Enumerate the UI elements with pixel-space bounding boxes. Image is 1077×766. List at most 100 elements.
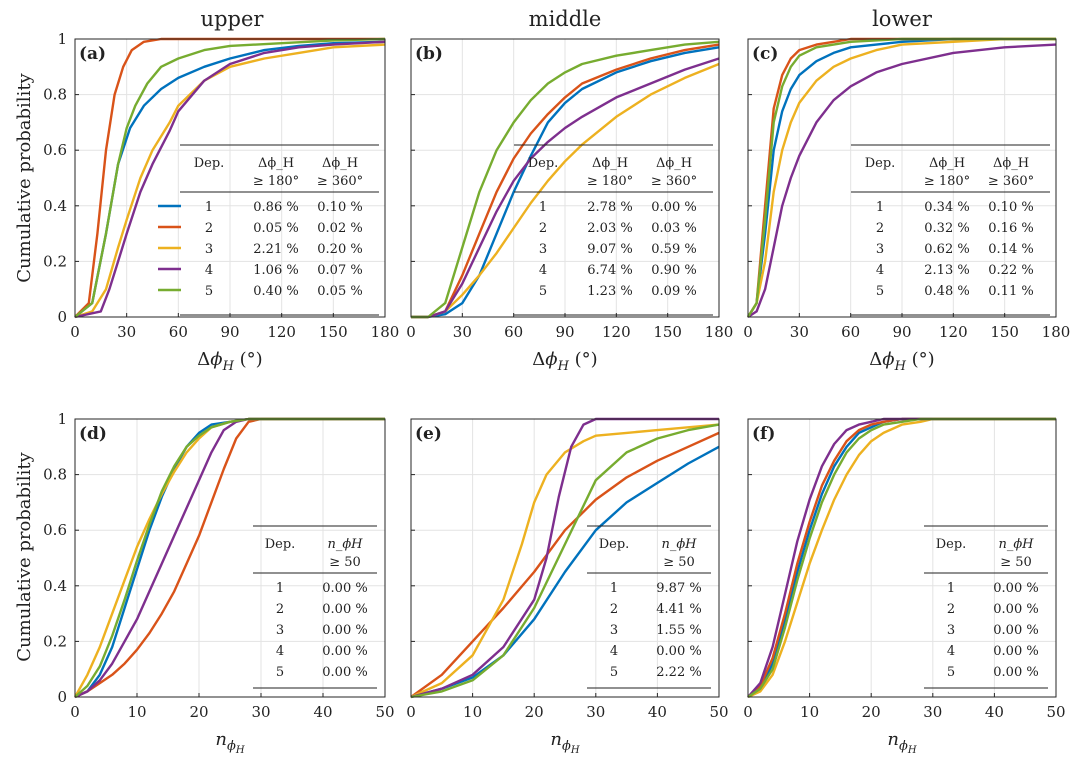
panel-e: 0 10 20 30 40 50 (e) nϕH Dep. n_ϕH ≥ 50 1 9.87 % 2 4.4… <box>406 417 729 756</box>
table-cell-dep: 1 <box>205 200 213 215</box>
table-cell-value: 0.00 % <box>993 665 1038 680</box>
data-table: Dep. n_ϕH ≥ 50 1 0.00 % 2 0.00 % 3 0.00 % 4 0.00 %… <box>253 525 377 689</box>
table-cell-value: 2.22 % <box>656 665 701 680</box>
y-axis-label-top: Cumulative probability <box>14 72 35 282</box>
table-cell-dep: 5 <box>610 665 618 680</box>
table-cell-value: 0.00 % <box>993 644 1038 659</box>
series-line-3 <box>74 43 386 319</box>
x-tick-label: 180 <box>705 323 734 341</box>
x-tick-label: 50 <box>1046 703 1065 721</box>
y-tick-label: 1 <box>57 410 67 428</box>
series-line-1 <box>411 46 720 319</box>
table-header-col1: Δϕ_H <box>929 156 965 171</box>
table-cell-value: 0.11 % <box>988 284 1033 299</box>
series-line-4 <box>74 417 385 699</box>
series-line-3 <box>746 37 1056 318</box>
y-tick-label: 0.8 <box>43 86 67 104</box>
table-cell-value: 0.59 % <box>651 242 696 257</box>
series-line-3 <box>410 423 720 699</box>
table-cell-dep: 5 <box>947 665 955 680</box>
table-cell-value: 0.07 % <box>317 263 362 278</box>
table-cell-value: 1.23 % <box>587 284 632 299</box>
table-header-col2: Δϕ_H <box>993 156 1029 171</box>
panel-a: 0 30 60 90 120 150 180 0 0.2 0.4 0.6 0.8 1 (a) ΔϕH (°)… <box>43 30 399 374</box>
table-cell-value: 0.00 % <box>993 581 1038 596</box>
table-cell-value: 9.87 % <box>656 581 701 596</box>
panel-c: 0 30 60 90 120 150 180 (c) ΔϕH (°) Dep. Δϕ_H ≥ 180°… <box>743 37 1071 374</box>
x-tick-label: 0 <box>70 323 80 341</box>
series-line-5 <box>74 417 385 698</box>
table-header-col1: Δϕ_H <box>592 156 628 171</box>
table-cell-value: 0.00 % <box>651 200 696 215</box>
x-tick-label: 30 <box>453 323 472 341</box>
y-tick-label: 1 <box>57 30 67 48</box>
table-cell-dep: 2 <box>610 602 618 617</box>
y-tick-label: 0.4 <box>43 577 67 595</box>
x-tick-label: 30 <box>586 703 605 721</box>
panel-d: 0 10 20 30 40 50 0 0.2 0.4 0.6 0.8 1 (d) nϕH Dep. n_ϕH ≥… <box>43 410 394 756</box>
table-cell-value: 0.00 % <box>656 644 701 659</box>
table-cell-value: 0.86 % <box>253 200 298 215</box>
x-tick-label: 90 <box>892 323 911 341</box>
x-tick-label: 150 <box>990 323 1019 341</box>
x-tick-label: 20 <box>189 703 208 721</box>
table-cell-value: 0.00 % <box>993 623 1038 638</box>
y-tick-label: 0.6 <box>43 141 67 159</box>
table-header-dep: Dep. <box>265 537 296 552</box>
table-cell-dep: 1 <box>610 581 618 596</box>
table-cell-value: 0.16 % <box>988 221 1033 236</box>
table-cell-dep: 3 <box>205 242 213 257</box>
x-tick-label: 10 <box>127 703 146 721</box>
table-header-dep: Dep. <box>528 156 559 171</box>
series-line-4 <box>747 43 1057 319</box>
x-tick-label: 50 <box>709 703 728 721</box>
table-cell-value: 0.32 % <box>924 221 969 236</box>
x-tick-label: 40 <box>985 703 1004 721</box>
panel-label: (c) <box>752 44 778 64</box>
data-table: Dep. Δϕ_H ≥ 180° Δϕ_H ≥ 360° 1 2.78 % 0.00 % 2 2.… <box>514 144 713 316</box>
panel-label: (f) <box>752 424 775 444</box>
y-tick-label: 0.8 <box>43 466 67 484</box>
data-table: Dep. n_ϕH ≥ 50 1 9.87 % 2 4.41 % 3 1.55 % 4 0.00 %… <box>587 525 711 689</box>
x-tick-label: 180 <box>1042 323 1071 341</box>
table-cell-dep: 2 <box>876 221 884 236</box>
x-tick-label: 120 <box>267 323 296 341</box>
table-cell-dep: 4 <box>205 263 213 278</box>
table-cell-dep: 3 <box>276 623 284 638</box>
column-title-middle: middle <box>529 7 602 31</box>
table-cell-dep: 1 <box>539 200 547 215</box>
x-tick-label: 20 <box>862 703 881 721</box>
x-axis-label: nϕH <box>215 729 244 756</box>
table-cell-value: 0.00 % <box>322 665 367 680</box>
data-table: Dep. n_ϕH ≥ 50 1 0.00 % 2 0.00 % 3 0.00 % 4 0.00 %… <box>924 525 1048 689</box>
table-cell-value: 0.90 % <box>651 263 696 278</box>
x-tick-label: 90 <box>555 323 574 341</box>
x-tick-label: 60 <box>841 323 860 341</box>
x-tick-label: 50 <box>375 703 394 721</box>
table-cell-dep: 1 <box>276 581 284 596</box>
table-cell-dep: 4 <box>876 263 884 278</box>
series-line-5 <box>411 40 720 319</box>
table-cell-dep: 5 <box>876 284 884 299</box>
table-cell-value: 6.74 % <box>587 263 632 278</box>
table-header-col1-threshold: ≥ 180° <box>253 174 299 189</box>
table-header-col1-threshold: ≥ 50 <box>1000 555 1032 570</box>
x-tick-label: 10 <box>800 703 819 721</box>
series-line-5 <box>410 423 720 699</box>
x-axis-label: ΔϕH (°) <box>869 349 934 374</box>
data-table: Dep. Δϕ_H ≥ 180° Δϕ_H ≥ 360° 1 0.34 % 0.10 % 2 0.… <box>851 144 1050 316</box>
y-tick-label: 0 <box>57 308 67 326</box>
series-line-1 <box>410 445 720 699</box>
table-cell-value: 0.40 % <box>253 284 298 299</box>
x-tick-label: 90 <box>220 323 239 341</box>
table-cell-dep: 3 <box>610 623 618 638</box>
series-line-4 <box>74 40 386 319</box>
axes-frame <box>747 418 1057 698</box>
table-cell-value: 0.00 % <box>322 644 367 659</box>
x-axis-label: ΔϕH (°) <box>197 349 262 374</box>
panel-label: (b) <box>415 44 443 64</box>
table-cell-value: 0.05 % <box>253 221 298 236</box>
x-axis-label: nϕH <box>887 729 916 756</box>
column-title-lower: lower <box>872 7 933 31</box>
